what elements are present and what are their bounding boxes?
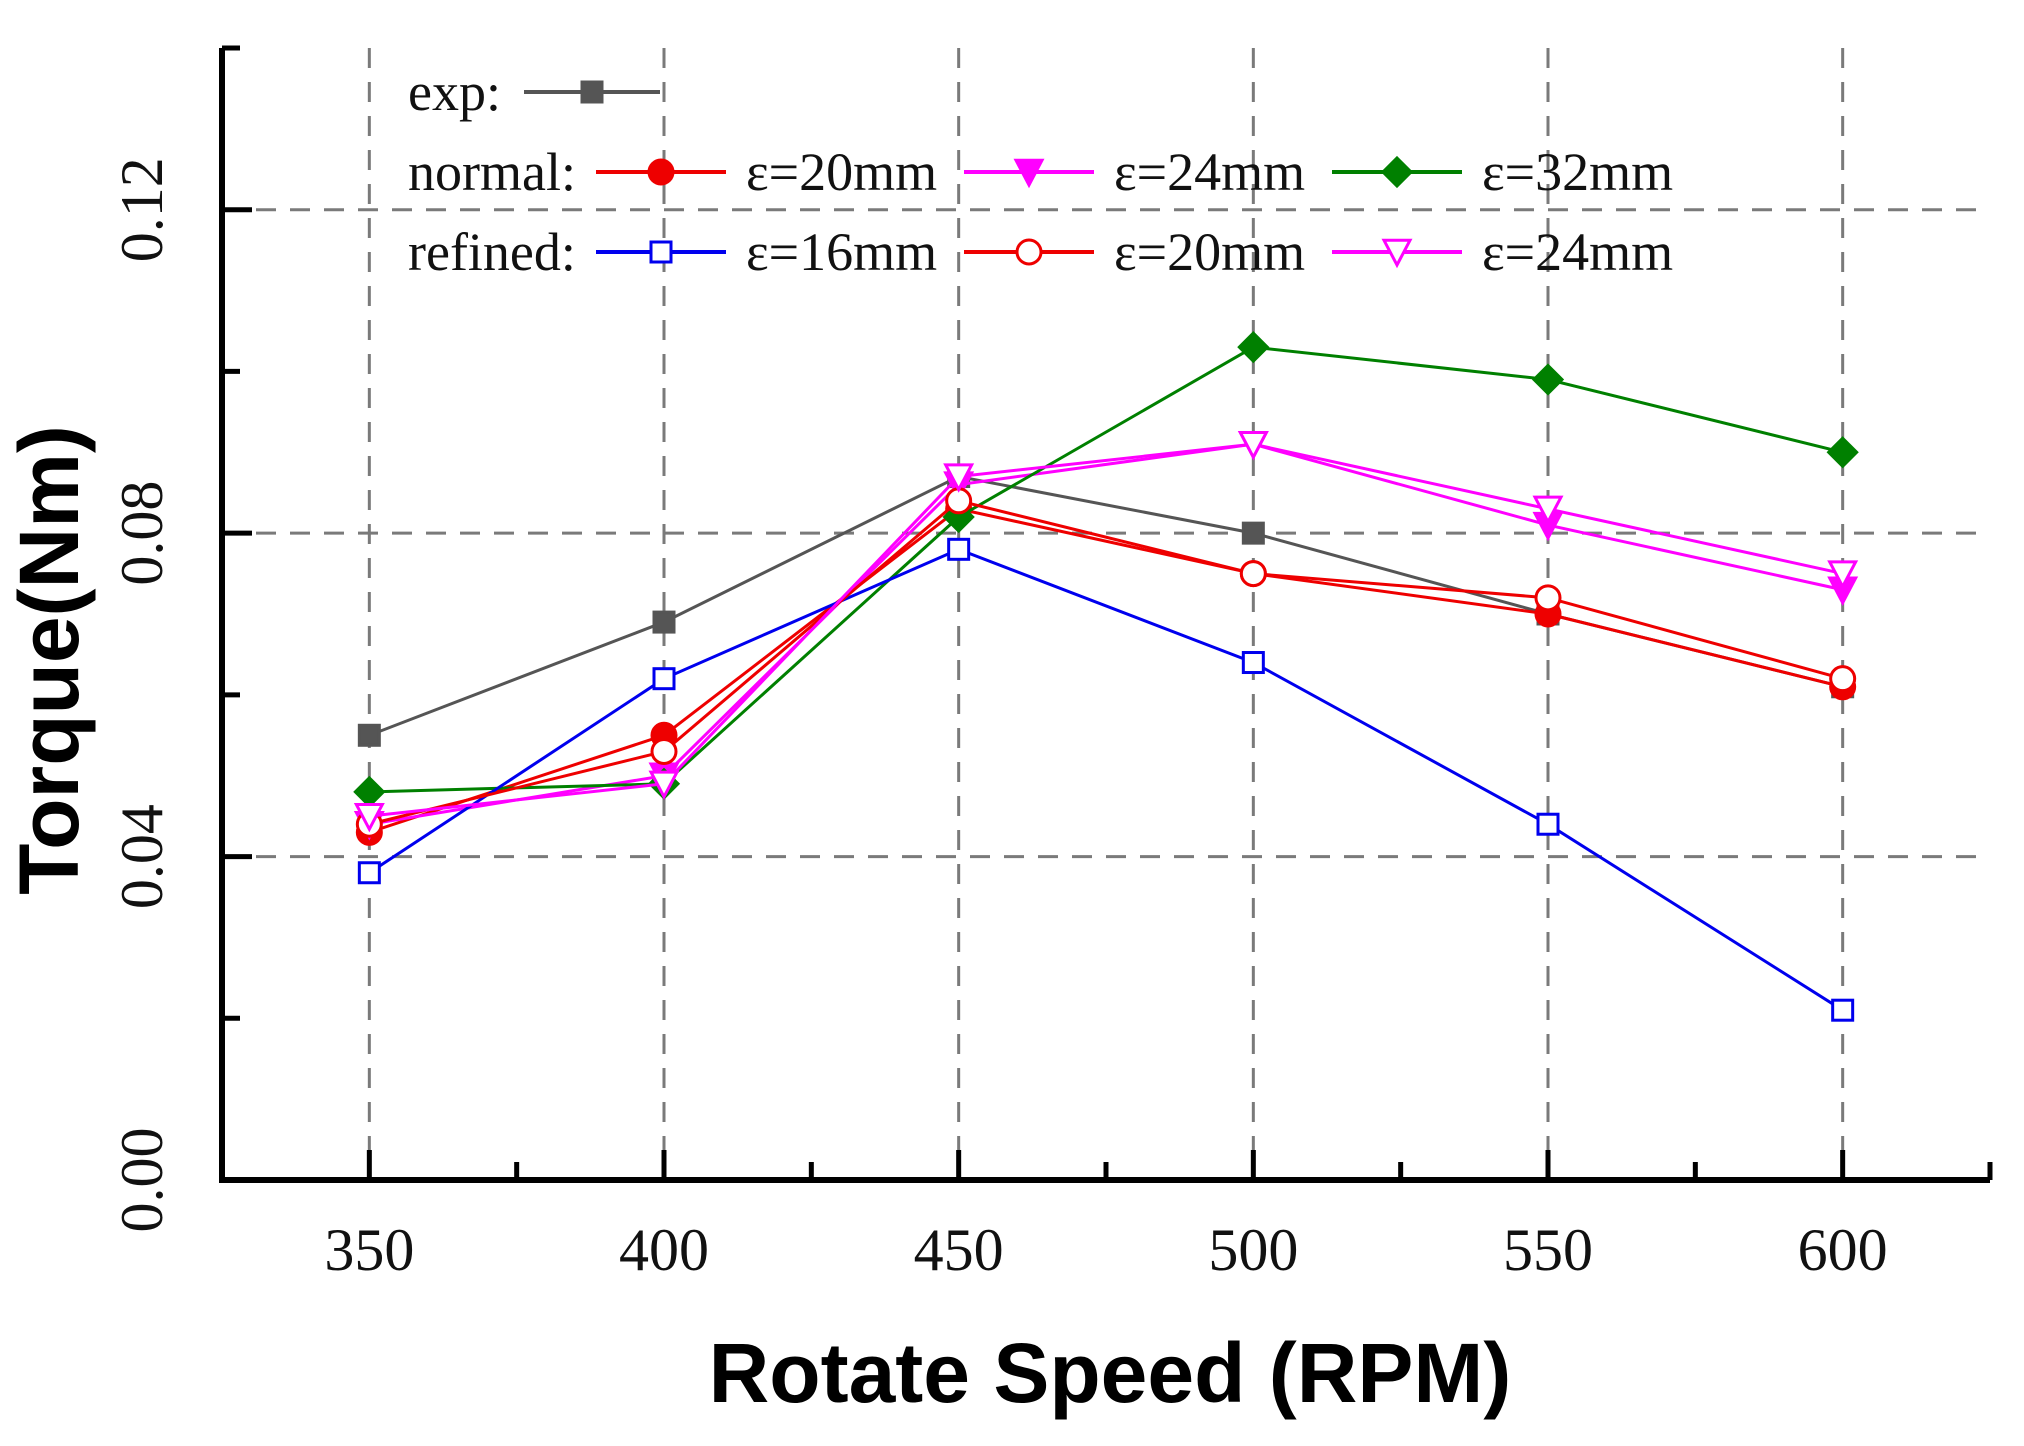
series-line bbox=[368, 507, 1844, 834]
data-point bbox=[1239, 560, 1267, 588]
data-point bbox=[357, 723, 381, 747]
data-point bbox=[1826, 436, 1859, 469]
x-tick-label: 450 bbox=[914, 1217, 1004, 1283]
legend-marker bbox=[649, 240, 673, 264]
y-tick-label: 0.12 bbox=[109, 157, 175, 262]
data-point bbox=[1827, 560, 1859, 590]
legend-entry-label: ε=32mm bbox=[1482, 142, 1673, 202]
legend-entry-label: ε=24mm bbox=[1114, 142, 1305, 202]
x-tick-label: 600 bbox=[1798, 1217, 1888, 1283]
y-tick-label: 0.00 bbox=[109, 1128, 175, 1233]
legend-marker bbox=[647, 158, 675, 186]
legend-group-label: refined: bbox=[408, 222, 576, 282]
series-group bbox=[353, 331, 1859, 1022]
data-point bbox=[943, 463, 975, 493]
grid-lines bbox=[222, 48, 1990, 1180]
data-point bbox=[1531, 363, 1565, 396]
legend: exp: normal: ε=20mm ε=24mm ε=32mm refined: ε=1… bbox=[408, 62, 1673, 282]
data-point bbox=[1536, 812, 1560, 836]
data-point bbox=[652, 667, 676, 691]
data-point bbox=[353, 775, 386, 809]
axes: 0.00 0.04 0.08 0.12 350 400 450 500 550 600 bbox=[109, 45, 1993, 1283]
y-tick-label: 0.04 bbox=[109, 804, 175, 909]
series-line bbox=[368, 499, 1844, 826]
legend-marker bbox=[1380, 155, 1414, 189]
data-point bbox=[1534, 584, 1562, 612]
legend-entry-label: ε=24mm bbox=[1482, 222, 1673, 282]
data-point bbox=[1237, 431, 1269, 461]
legend-entry-label: ε=20mm bbox=[1114, 222, 1305, 282]
data-point bbox=[650, 737, 678, 765]
legend-marker bbox=[580, 80, 604, 104]
data-point bbox=[1829, 665, 1857, 693]
x-tick-label: 550 bbox=[1503, 1217, 1593, 1283]
data-point bbox=[357, 861, 381, 885]
data-point bbox=[1831, 998, 1855, 1022]
data-point bbox=[1532, 495, 1564, 526]
x-tick-label: 500 bbox=[1208, 1217, 1298, 1283]
series-line bbox=[369, 442, 1843, 826]
data-point bbox=[652, 610, 676, 634]
series-line bbox=[368, 547, 1844, 1012]
series-refined-20mm bbox=[355, 487, 1857, 838]
legend-group-label: exp: bbox=[408, 62, 501, 122]
data-point bbox=[1241, 651, 1265, 675]
legend-marker bbox=[1013, 158, 1045, 189]
data-point bbox=[1241, 521, 1265, 545]
x-tick-label: 400 bbox=[619, 1217, 709, 1283]
series-refined-16mm bbox=[357, 537, 1855, 1022]
legend-marker bbox=[1015, 238, 1043, 266]
series-refined-24mm bbox=[353, 431, 1859, 833]
x-tick-label: 350 bbox=[324, 1217, 414, 1283]
data-point bbox=[947, 537, 971, 561]
x-axis-title: Rotate Speed (RPM) bbox=[709, 1326, 1512, 1420]
legend-group-label: normal: bbox=[408, 142, 576, 202]
legend-entry-label: ε=20mm bbox=[746, 142, 937, 202]
data-point bbox=[353, 802, 385, 833]
y-tick-label: 0.08 bbox=[109, 481, 175, 586]
series-line bbox=[369, 345, 1844, 794]
y-axis-title: Torque(Nm) bbox=[2, 425, 96, 895]
data-point bbox=[1237, 331, 1270, 364]
series-line bbox=[369, 442, 1843, 818]
legend-marker bbox=[1381, 238, 1413, 269]
data-point bbox=[648, 770, 680, 801]
legend-entry-label: ε=16mm bbox=[746, 222, 937, 282]
